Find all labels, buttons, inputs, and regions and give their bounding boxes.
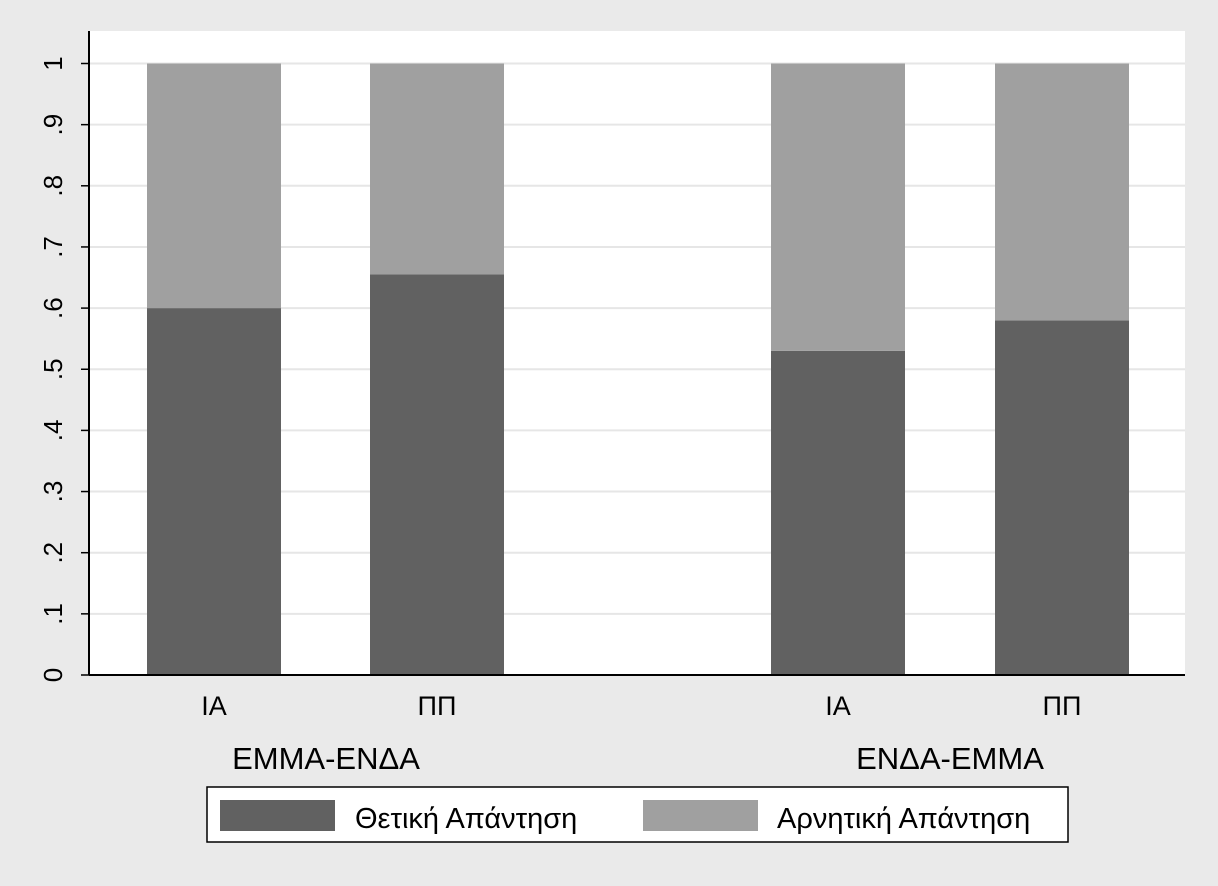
- legend: Θετική Απάντηση Αρνητική Απάντηση: [206, 786, 1069, 843]
- bar-segment: [995, 63, 1129, 321]
- legend-key: [220, 800, 335, 831]
- y-tick-label: .9: [38, 114, 68, 136]
- y-tick-label: .3: [38, 481, 68, 503]
- axes: [88, 31, 1185, 676]
- y-tick-label: .7: [38, 236, 68, 258]
- category-label: ΠΠ: [1043, 691, 1082, 721]
- category-label: ΙΑ: [825, 691, 851, 721]
- category-label: ΠΠ: [418, 691, 457, 721]
- y-tick-label: .6: [38, 297, 68, 319]
- bar-segment: [370, 274, 504, 675]
- y-tick-label: .8: [38, 175, 68, 197]
- y-tick-label: .2: [38, 542, 68, 564]
- bar-segment: [771, 63, 905, 351]
- bar-segment: [771, 350, 905, 675]
- group-label: ΕΝΔΑ-ΕΜΜΑ: [856, 741, 1044, 776]
- bar-segment: [995, 320, 1129, 675]
- y-axis-ticks: 0 .1 .2 .3 .4 .5 .6 .7 .8 .9 1: [38, 56, 89, 682]
- legend-key: [643, 800, 758, 831]
- group-label: ΕΜΜΑ-ΕΝΔΑ: [232, 741, 420, 776]
- category-label: ΙΑ: [201, 691, 227, 721]
- bar-segment: [370, 63, 504, 275]
- bars: [147, 63, 1129, 675]
- legend-label: Θετική Απάντηση: [355, 803, 577, 835]
- y-tick-label: 0: [38, 668, 68, 682]
- bar-segment: [147, 308, 281, 675]
- y-tick-label: .1: [38, 603, 68, 625]
- y-tick-label: 1: [38, 56, 68, 70]
- legend-box: [206, 786, 1069, 843]
- legend-label: Αρνητική Απάντηση: [777, 803, 1030, 835]
- y-tick-label: .5: [38, 358, 68, 380]
- bar-segment: [147, 63, 281, 309]
- y-tick-label: .4: [38, 420, 68, 442]
